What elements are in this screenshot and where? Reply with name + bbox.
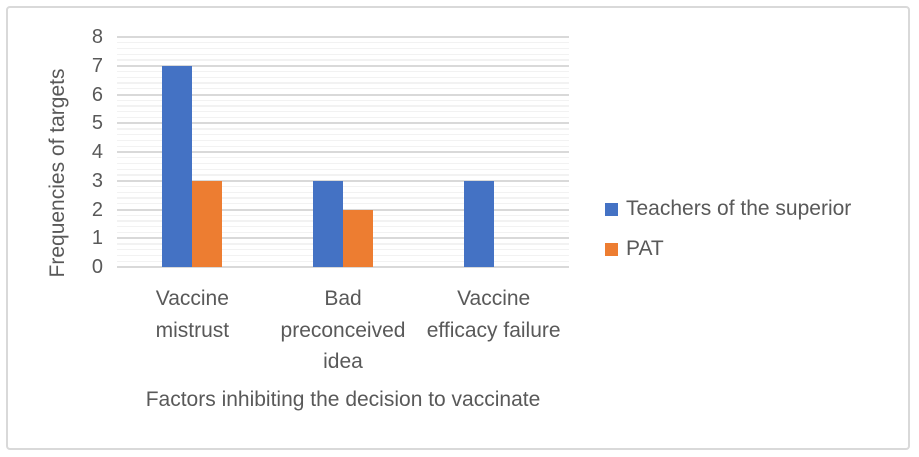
minor-gridline	[117, 105, 569, 107]
chart-legend: Teachers of the superior PAT	[605, 196, 851, 262]
y-tick-label: 1	[91, 227, 103, 250]
minor-gridline	[117, 42, 569, 44]
minor-gridline	[117, 99, 569, 101]
minor-gridline	[117, 76, 569, 78]
y-tick-label: 0	[91, 256, 103, 278]
bar-teachers-of-the-superior	[463, 180, 494, 267]
major-gridline	[117, 36, 569, 38]
minor-gridline	[117, 111, 569, 113]
major-gridline	[117, 122, 569, 125]
legend-label: Teachers of the superior	[626, 197, 852, 220]
minor-gridline	[117, 134, 569, 136]
minor-gridline	[117, 139, 569, 142]
minor-gridline	[117, 70, 569, 73]
minor-gridline	[117, 168, 569, 170]
major-gridline	[117, 151, 569, 153]
y-tick-label: 2	[91, 198, 103, 221]
category-label: Bad preconceived idea	[280, 287, 406, 373]
bar-pat	[192, 180, 223, 267]
chart-frame-border	[6, 6, 910, 450]
minor-gridline	[117, 116, 569, 119]
minor-gridline	[117, 157, 569, 159]
minor-gridline	[117, 174, 569, 176]
x-axis-line	[117, 266, 569, 268]
y-tick-label: 3	[91, 169, 103, 192]
category-label: Vaccine efficacy failure	[426, 287, 561, 342]
x-axis-title: Factors inhibiting the decision to vacci…	[145, 388, 541, 411]
minor-gridline	[117, 162, 569, 165]
minor-gridline	[117, 82, 569, 84]
major-gridline	[117, 179, 569, 182]
minor-gridline	[117, 47, 569, 50]
legend-swatch-icon	[605, 242, 618, 256]
major-gridline	[117, 64, 569, 67]
minor-gridline	[117, 203, 569, 205]
minor-gridline	[117, 88, 569, 90]
y-tick-label: 6	[91, 83, 103, 106]
legend-swatch-icon	[605, 202, 618, 216]
minor-gridline	[117, 53, 569, 55]
y-tick-label: 7	[91, 54, 103, 77]
major-gridline	[117, 93, 569, 96]
legend-entry: PAT	[605, 236, 851, 262]
minor-gridline	[117, 128, 569, 130]
legend-label: PAT	[626, 237, 664, 260]
minor-gridline	[117, 185, 569, 188]
legend-entry: Teachers of the superior	[605, 196, 851, 222]
minor-gridline	[117, 145, 569, 147]
minor-gridline	[117, 191, 569, 193]
y-tick-label: 8	[91, 26, 103, 48]
minor-gridline	[117, 59, 569, 61]
y-tick-label: 5	[91, 112, 103, 135]
bar-teachers-of-the-superior	[162, 65, 193, 267]
bar-teachers-of-the-superior	[313, 180, 343, 267]
minor-gridline	[117, 197, 569, 199]
y-tick-label: 4	[91, 141, 103, 163]
bar-pat	[343, 209, 373, 267]
category-label: Vaccine mistrust	[155, 287, 230, 342]
